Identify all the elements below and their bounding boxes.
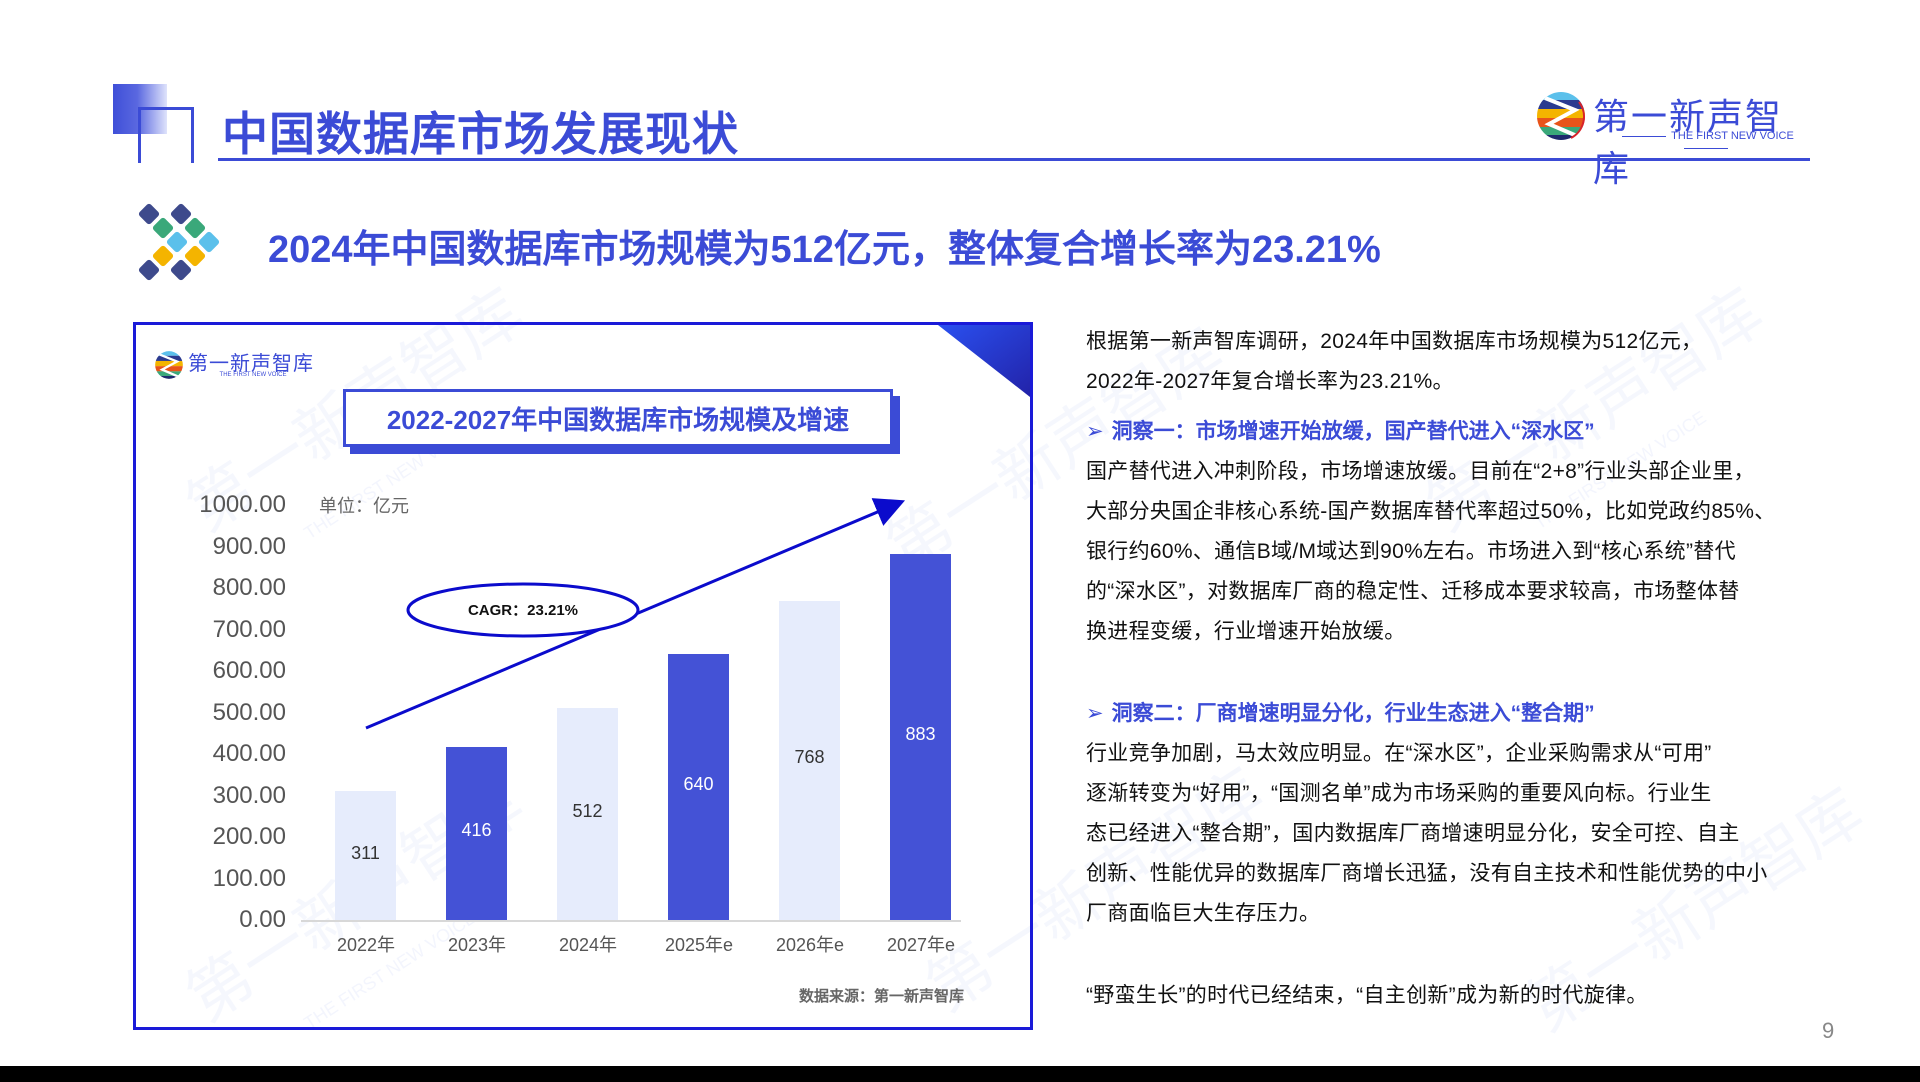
y-tick: 600.00 [212,657,286,684]
x-tick: 2023年 [447,935,507,955]
intro-line: 2022年-2027年复合增长率为23.21%。 [1086,370,1454,393]
y-tick: 100.00 [212,864,286,892]
insight-1-line: 国产替代进入冲刺阶段，市场增速放缓。目前在“2+8”行业头部企业里， [1086,460,1755,483]
bar-value: 640 [683,774,714,794]
header-divider [218,158,1810,161]
plot-area: 311 416 512 640 768 883 2022年 2023年 2024… [301,505,961,955]
x-axis-line [301,920,961,922]
insight-2-line: 态已经进入“整合期”，国内数据库厂商增速明显分化，安全可控、自主 [1086,822,1740,845]
bar-value: 416 [461,820,492,840]
x-tick: 2027年e [886,935,956,955]
page-number: 9 [1822,1018,1835,1043]
y-tick: 1000.00 [199,491,286,518]
x-tick: 2024年 [558,935,618,955]
y-tick: 500.00 [212,698,286,726]
insight-2-line: 创新、性能优异的数据库厂商增长迅猛，没有自主技术和性能优势的中小 [1086,862,1768,885]
chart-panel: 第一新声智库 THE FIRST NEW VOICE 2022-2027年中国数… [133,322,1033,1030]
cagr-label: CAGR：23.21% [467,602,579,619]
insight-2-line: 逐渐转变为“好用”，“国测名单”成为市场采购的重要风向标。行业生 [1086,782,1712,805]
insight-1-line: 的“深水区”，对数据库厂商的稳定性、迁移成本要求较高，市场整体替 [1086,580,1740,603]
brand-tagline: THE FIRST NEW VOICE [1593,130,1818,154]
bar-2025e[interactable]: 640 [668,654,729,920]
chart-title-box: 2022-2027年中国数据库市场规模及增速 [343,389,893,447]
panel-brand-tagline: THE FIRST NEW VOICE [219,372,287,378]
closing-statement: “野蛮生长”的时代已经结束，“自主创新”成为新的时代旋律。 [1086,984,1648,1007]
x-tick: 2022年 [336,935,396,955]
bar-value: 768 [794,747,825,767]
bullet-arrow-icon: ➢ [1086,702,1104,725]
globe-logo-icon [155,351,183,379]
y-tick: 300.00 [212,781,286,809]
x-tick: 2026年e [775,935,845,955]
bar-2024[interactable]: 512 [557,708,618,920]
bar-2026e[interactable]: 768 [779,601,840,920]
y-tick: 700.00 [212,615,286,643]
insight-1-line: 换进程变缓，行业增速开始放缓。 [1086,620,1406,643]
insight-2-line: 厂商面临巨大生存压力。 [1086,902,1321,925]
bar-2023[interactable]: 416 [446,747,507,920]
bar-value: 311 [351,843,380,863]
analysis-text: 根据第一新声智库调研，2024年中国数据库市场规模为512亿元， 2022年-2… [1086,322,1826,1016]
y-tick: 400.00 [212,740,286,767]
insight-1-line: 大部分央国企非核心系统-国产数据库替代率超过50%，比如党政约85%、 [1086,500,1776,523]
y-tick: 0.00 [239,906,286,933]
insight-2-line: 行业竞争加剧，马太效应明显。在“深水区”，企业采购需求从“可用” [1086,742,1712,765]
bar-value: 883 [905,724,936,744]
insight-2-title-text: 洞察二：厂商增速明显分化，行业生态进入“整合期” [1111,702,1595,725]
x-tick: 2025年e [664,935,734,955]
data-source: 数据来源：第一新声智库 [799,988,965,1005]
intro-line: 根据第一新声智库调研，2024年中国数据库市场规模为512亿元， [1086,330,1703,353]
bar-2027e[interactable]: 883 [890,554,951,920]
insight-2-title: ➢ 洞察二：厂商增速明显分化，行业生态进入“整合期” [1086,694,1826,734]
y-tick: 200.00 [212,823,286,850]
brand-logo: 第一新声智库 THE FIRST NEW VOICE [1535,86,1820,189]
insight-1-line: 银行约60%、通信B域/M域达到90%左右。市场进入到“核心系统”替代 [1086,540,1736,563]
bar-value: 512 [572,801,603,821]
bottom-bar [0,1066,1920,1082]
page-title: 中国数据库市场发展现状 [222,108,739,160]
panel-brand-logo: 第一新声智库 THE FIRST NEW VOICE [154,347,324,387]
y-tick: 800.00 [212,574,286,601]
bar-2022[interactable]: 311 [335,791,396,920]
panel-brand-name: 第一新声智库 [188,353,314,375]
insight-1-title-text: 洞察一：市场增速开始放缓，国产替代进入“深水区” [1111,420,1595,443]
bullet-arrow-icon: ➢ [1086,420,1104,443]
insight-1-title: ➢ 洞察一：市场增速开始放缓，国产替代进入“深水区” [1086,412,1826,452]
corner-triangle-decoration [938,325,1030,397]
globe-logo-icon [1537,92,1585,140]
slide-subtitle: 2024年中国数据库市场规模为512亿元，整体复合增长率为23.21% [268,229,1381,271]
diamond-pattern-icon [138,203,220,281]
y-tick: 900.00 [212,532,286,560]
header-deco-frame [138,107,194,163]
chart-title: 2022-2027年中国数据库市场规模及增速 [386,404,850,435]
